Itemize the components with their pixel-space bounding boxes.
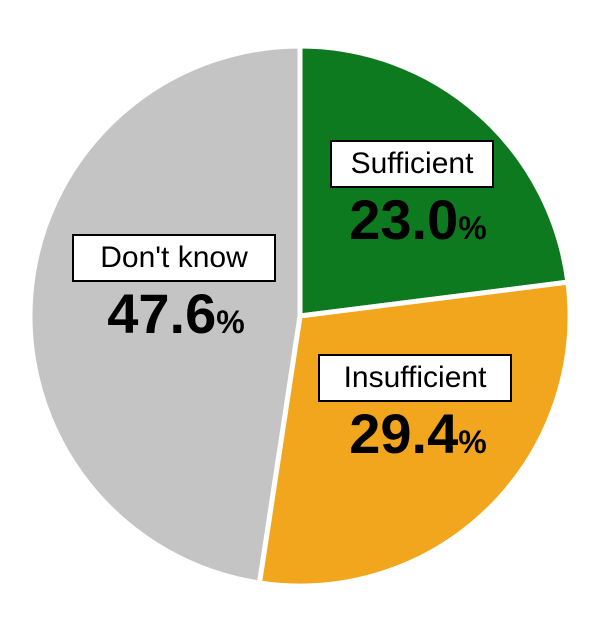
slice-label-sufficient: Sufficient: [330, 140, 494, 188]
slice-label-sufficient-text: Sufficient: [351, 147, 474, 180]
slice-value-sufficient-number: 23.0: [349, 188, 458, 251]
percent-sign: %: [458, 424, 486, 460]
slice-value-insufficient: 29.4%: [318, 406, 518, 462]
pie-chart: Sufficient 23.0% Insufficient 29.4% Don'…: [0, 0, 600, 632]
slice-label-dont-know: Don't know: [72, 234, 276, 282]
slice-value-dont-know: 47.6%: [66, 286, 286, 342]
slice-value-sufficient: 23.0%: [318, 192, 518, 248]
slice-value-insufficient-number: 29.4: [349, 402, 458, 465]
slice-value-dont-know-number: 47.6: [107, 282, 216, 345]
slice-label-dont-know-text: Don't know: [100, 241, 247, 274]
percent-sign: %: [216, 304, 244, 340]
slice-label-insufficient: Insufficient: [318, 354, 512, 402]
slice-label-insufficient-text: Insufficient: [344, 361, 487, 394]
percent-sign: %: [458, 210, 486, 246]
